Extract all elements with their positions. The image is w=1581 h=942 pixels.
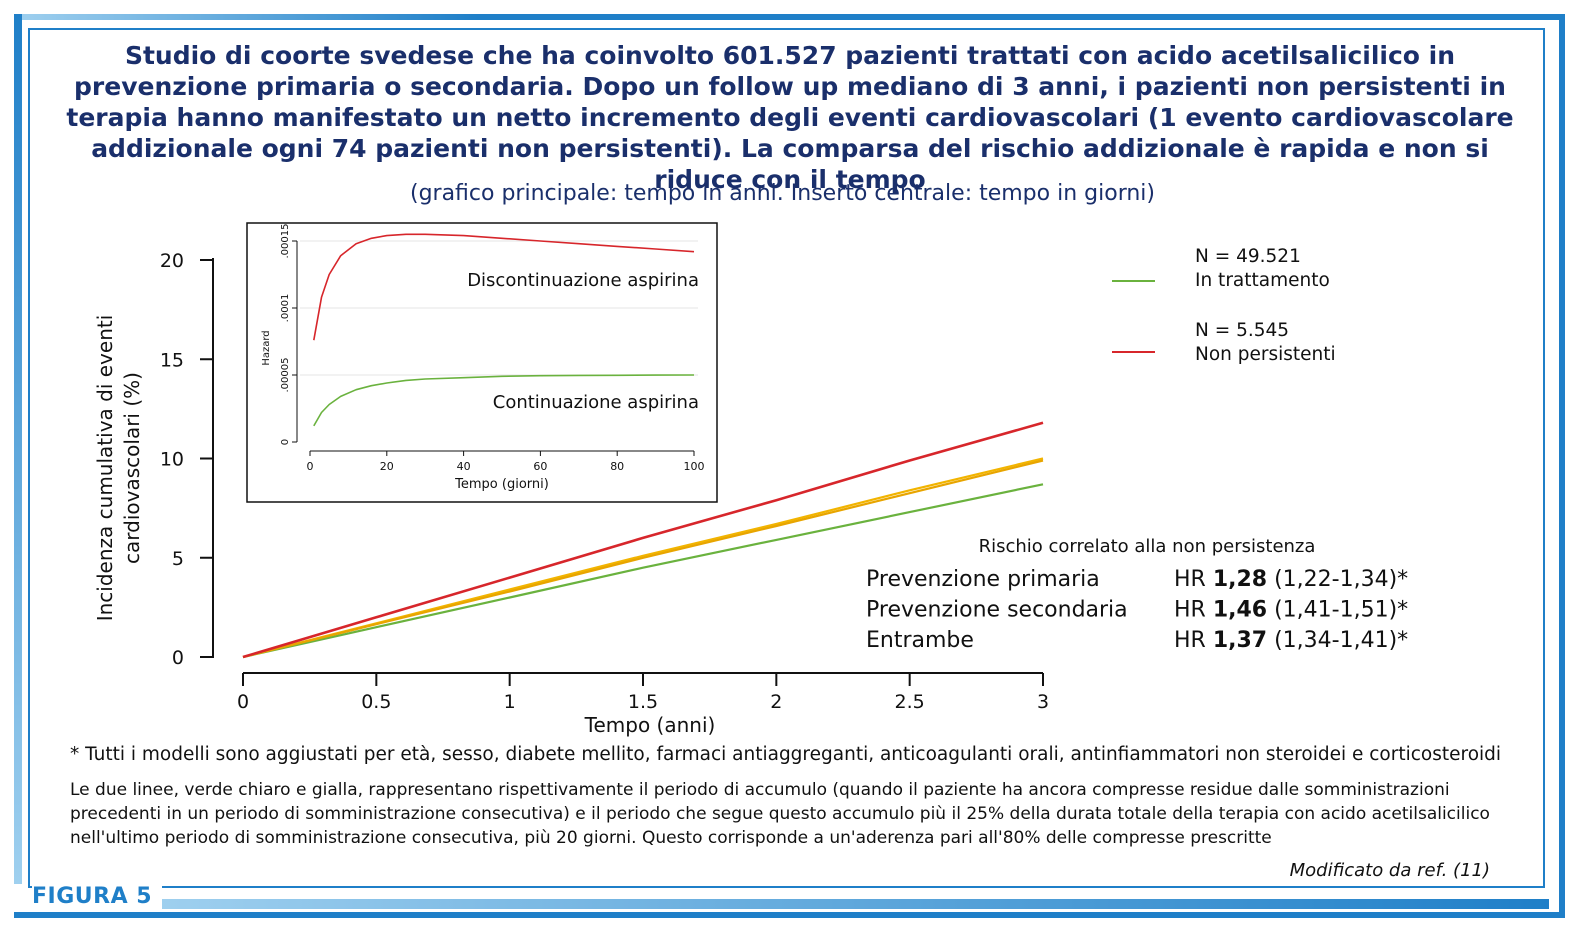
main-series-line-0 [242,483,1044,659]
inset-box [246,222,718,503]
inset-label-discontinuazione: Discontinuazione aspirina [467,270,699,291]
main-xtick-label: 0.5 [361,691,391,713]
main-xtick-label: 2.5 [895,691,925,713]
main-y-label-line1: Incidenza cumulativa di eventi [93,315,117,622]
main-ytick-label: 20 [160,250,184,272]
inset-xtick-label: 80 [610,460,624,473]
main-series-line-3 [242,421,1044,659]
main-xtick-label: 2 [770,691,782,713]
main-series-line-2 [242,459,1044,659]
risk-row-label: Prevenzione secondaria [866,598,1128,623]
inset-x-label: Tempo (giorni) [454,477,549,492]
legend-n-nonpersistent: N = 5.545 [1195,320,1289,341]
inset-ytick-label: .00005 [280,358,291,393]
risk-row-hr: HR 1,28 (1,22-1,34)* [1174,567,1408,592]
main-ytick-label: 5 [172,548,184,570]
main-ytick-label: 15 [160,349,184,371]
main-xtick-label: 3 [1037,691,1049,713]
inset-label-continuazione: Continuazione aspirina [493,392,699,413]
risk-row-hr: HR 1,46 (1,41-1,51)* [1174,598,1408,623]
main-xtick-label: 1 [504,691,516,713]
legend-label-nonpersistent: Non persistenti [1195,344,1336,365]
inset-series-line-0 [313,233,695,341]
inset-xtick-label: 100 [684,460,705,473]
footnote-lines: Le due linee, verde chiaro e gialla, rap… [70,780,1490,848]
inset-xtick-label: 20 [380,460,394,473]
inset-xtick-label: 40 [457,460,471,473]
main-y-label-line2: cardiovascolari (%) [120,372,144,564]
inset-xtick-label: 60 [533,460,547,473]
risk-row-label: Entrambe [866,628,974,653]
frame-left-bar [14,14,22,884]
legend-n-treatment: N = 49.521 [1195,246,1301,267]
source-note: Modificato da ref. (11) [1289,860,1490,881]
inset-ytick-label: .00015 [280,224,291,259]
legend-label-treatment: In trattamento [1195,270,1330,291]
inset-ytick-label: .0001 [280,294,291,323]
risk-title: Rischio correlato alla non persistenza [979,536,1316,557]
outer-frame [14,14,1565,918]
figure-title: Studio di coorte svedese che ha coinvolt… [66,41,1514,194]
risk-row-hr: HR 1,37 (1,34-1,41)* [1174,628,1408,653]
figure-subtitle: (grafico principale: tempo in anni. Inse… [409,181,1155,206]
inset-xtick-label: 0 [307,460,314,473]
inset-ytick-label: 0 [280,439,291,445]
main-x-label: Tempo (anni) [584,713,716,737]
main-ytick-label: 0 [172,647,184,669]
figure-label: FIGURA 5 [32,884,163,909]
inset-series-line-1 [313,374,695,427]
main-ytick-label: 10 [160,449,184,471]
risk-row-label: Prevenzione primaria [866,567,1100,592]
inset-y-label: Hazard [261,330,272,365]
main-xtick-label: 1.5 [628,691,658,713]
main-xtick-label: 0 [237,691,249,713]
bottom-bar [152,899,1549,909]
footnote-models: * Tutti i modelli sono aggiustati per et… [70,744,1502,765]
